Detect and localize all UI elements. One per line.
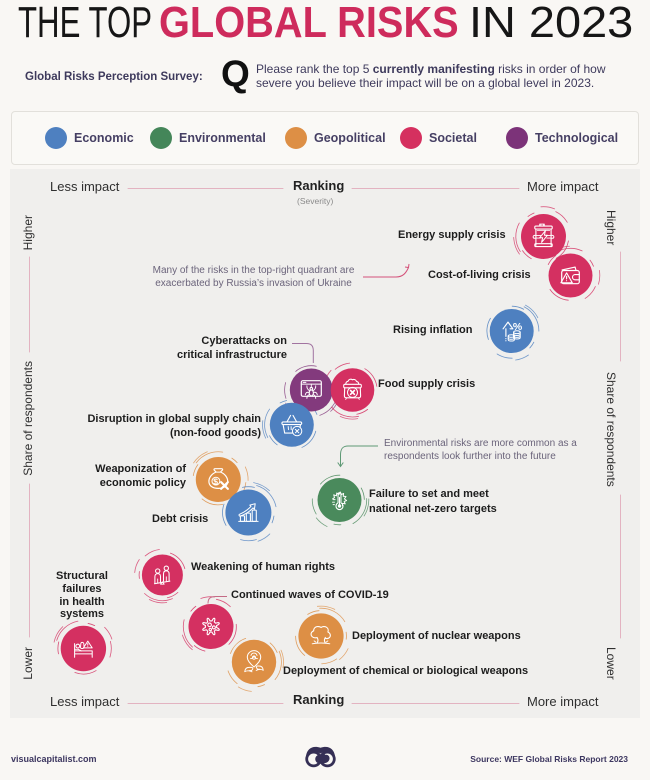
svg-text:$: $ xyxy=(213,476,218,486)
svg-text:%: % xyxy=(513,321,523,333)
